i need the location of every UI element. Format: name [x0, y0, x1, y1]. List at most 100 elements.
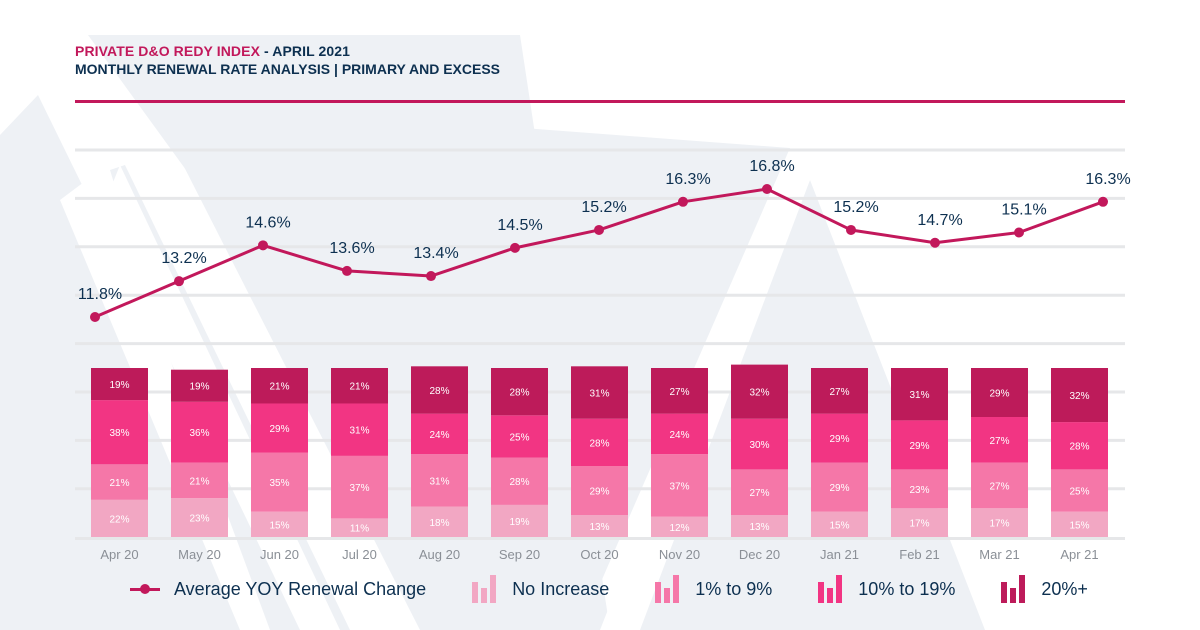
bar-segment-1-to-9	[811, 462, 868, 512]
bar-value-label: 11%	[350, 524, 369, 535]
bar-chart-icon	[1001, 575, 1027, 603]
bar-value-label: 15%	[829, 520, 849, 531]
x-tick-label: Dec 20	[739, 547, 780, 562]
bar-value-label: 31%	[589, 389, 609, 400]
bar-segment-10-to-19	[891, 420, 948, 470]
bar-value-label: 17%	[989, 519, 1009, 530]
bar-value-label: 27%	[829, 387, 849, 398]
line-point	[594, 224, 604, 235]
legend-label: 10% to 19%	[858, 578, 956, 599]
bar-value-label: 25%	[1069, 487, 1089, 498]
bar-segment-no-increase	[811, 511, 868, 537]
bar-value-label: 31%	[429, 476, 449, 487]
bar-value-label: 31%	[909, 390, 929, 401]
x-tick-label: Aug 20	[419, 547, 460, 562]
line-marker-icon	[130, 583, 160, 595]
legend-label: No Increase	[512, 578, 610, 599]
bar-value-label: 29%	[909, 441, 929, 452]
bar-value-label: 23%	[909, 485, 929, 496]
bar-value-label: 13%	[589, 522, 609, 533]
x-tick-label: Oct 20	[580, 547, 618, 562]
x-tick-label: Apr 20	[100, 547, 138, 562]
chart-subtitle: MONTHLY RENEWAL RATE ANALYSIS | PRIMARY …	[75, 61, 501, 77]
bar-value-label: 12%	[669, 523, 689, 534]
bar-segment-10-to-19	[411, 413, 468, 455]
legend: Average YOY Renewal Change No Increase 1…	[130, 572, 1134, 606]
bar-chart-icon	[655, 575, 681, 603]
bar-segment-no-increase	[331, 518, 388, 537]
bar-segment-1-to-9	[971, 462, 1028, 509]
x-tick-label: Mar 21	[979, 547, 1019, 562]
bar-segment-10-to-19	[491, 415, 548, 458]
bar-value-label: 23%	[189, 514, 209, 525]
line-point	[510, 242, 520, 253]
bar-segment-no-increase	[571, 515, 628, 537]
bar-value-label: 36%	[189, 428, 209, 439]
bar-group: 15% 29% 29% 27%	[811, 368, 868, 537]
background-shape	[150, 100, 790, 630]
bar-chart-icon	[472, 575, 498, 603]
bar-value-label: 29%	[269, 424, 289, 435]
bar-segment-1-to-9	[491, 457, 548, 505]
bar-segment-1-to-9	[331, 455, 388, 519]
bar-segment-1-to-9	[651, 454, 708, 517]
legend-item-average: Average YOY Renewal Change	[130, 579, 426, 600]
bar-segment-no-increase	[651, 516, 708, 537]
bar-segment-20-plus	[251, 368, 308, 404]
bar-value-label: 27%	[989, 481, 1009, 492]
header-divider	[75, 100, 1125, 103]
bar-segment-10-to-19	[971, 417, 1028, 463]
bar-segment-20-plus	[971, 368, 1028, 418]
line-point	[762, 184, 772, 194]
bar-value-label: 28%	[509, 388, 529, 399]
bar-group: 13% 27% 30% 32%	[731, 364, 788, 537]
bar-value-label: 29%	[829, 434, 849, 445]
line-point	[930, 237, 940, 248]
bar-segment-no-increase	[251, 511, 308, 537]
bar-value-label: 21%	[189, 476, 209, 487]
line-value-label: 14.6%	[245, 214, 290, 231]
bar-group: 23% 21% 36% 19%	[171, 369, 228, 537]
bar-value-label: 24%	[669, 430, 689, 441]
bar-segment-1-to-9	[571, 466, 628, 516]
bar-segment-10-to-19	[91, 400, 148, 465]
line-point	[1098, 196, 1108, 207]
bar-segment-no-increase	[731, 515, 788, 537]
bar-segment-10-to-19	[251, 403, 308, 453]
legend-item-1-to-9: 1% to 9%	[655, 575, 772, 603]
bar-segment-1-to-9	[1051, 469, 1108, 512]
bar-segment-20-plus	[731, 364, 788, 419]
line-value-label: 11.8%	[78, 286, 122, 303]
bar-value-label: 19%	[189, 382, 209, 393]
bar-value-label: 28%	[1069, 442, 1089, 453]
line-value-label: 13.2%	[161, 250, 206, 267]
bar-group: 22% 21% 38% 19%	[91, 368, 148, 537]
bar-value-label: 37%	[349, 483, 369, 494]
bar-value-label: 18%	[429, 518, 449, 529]
line-point	[90, 312, 100, 322]
bar-segment-1-to-9	[731, 469, 788, 516]
line-point	[426, 271, 436, 282]
bar-segment-no-increase	[891, 508, 948, 537]
line-value-label: 15.2%	[581, 199, 626, 216]
bar-chart-icon	[818, 575, 844, 603]
bar-segment-no-increase	[1051, 511, 1108, 537]
bar-value-label: 13%	[749, 522, 769, 533]
bar-value-label: 25%	[509, 432, 529, 443]
bar-segment-1-to-9	[91, 464, 148, 500]
legend-item-20-plus: 20%+	[1001, 575, 1088, 603]
bar-segment-10-to-19	[331, 403, 388, 456]
bar-segment-10-to-19	[1051, 422, 1108, 470]
bar-group: 15% 35% 29% 21%	[251, 368, 308, 537]
bar-value-label: 29%	[989, 389, 1009, 400]
x-tick-label: Nov 20	[659, 547, 700, 562]
bar-group: 17% 23% 29% 31%	[891, 368, 948, 537]
x-tick-label: Jul 20	[342, 547, 377, 562]
line-value-label: 16.3%	[1085, 171, 1130, 188]
bar-value-label: 29%	[589, 487, 609, 498]
bar-value-label: 27%	[749, 488, 769, 499]
stacked-bars: 22% 21% 38% 19% 23% 21% 36% 19% 15% 35% 29% 21% 11% 3…	[91, 364, 1108, 537]
bar-value-label: 37%	[669, 481, 689, 492]
x-axis-labels: Apr 20 May 20 Jun 20 Jul 20 Aug 20 Sep 20 Oct …	[100, 547, 1098, 562]
bar-segment-no-increase	[971, 508, 1028, 537]
